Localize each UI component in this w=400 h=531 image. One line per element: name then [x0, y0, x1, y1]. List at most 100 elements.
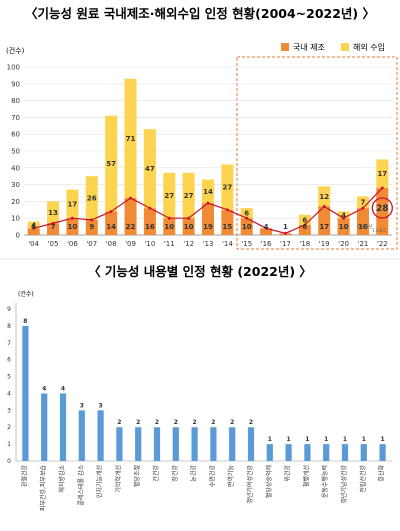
data-label-import: 17	[377, 170, 387, 178]
data-label-import: 14	[203, 188, 213, 196]
bar-import	[105, 115, 118, 212]
trend-point	[264, 226, 268, 230]
trend-point	[148, 206, 152, 210]
data-label-import: 47	[145, 165, 155, 173]
data-label-domestic: 14	[106, 223, 116, 231]
bar-value-label: 2	[230, 419, 234, 426]
bar-value-label: 2	[174, 419, 178, 426]
bottom-y-tick-label: 7	[7, 340, 11, 347]
bottom-category-label: 갱년기여성건강	[246, 465, 254, 504]
trend-point	[51, 221, 55, 225]
legend-label-domestic: 국내 제조	[293, 43, 325, 52]
bar-function	[210, 427, 217, 461]
top-y-tick-label: 80	[11, 97, 20, 105]
bottom-chart-title: 〈 기능성 내용별 인정 현황 (2022년) 〉	[88, 264, 312, 279]
trend-point	[225, 208, 229, 212]
bottom-category-label: 관절건강	[20, 465, 28, 488]
bottom-category-label: 수면건강	[208, 465, 216, 488]
data-label-domestic: 9	[89, 223, 94, 231]
bottom-category-label: 피부건강,피부보습	[39, 465, 47, 512]
bar-value-label: 3	[80, 402, 84, 409]
data-label-domestic: 10	[242, 223, 252, 231]
bar-function	[323, 444, 330, 461]
trend-point	[361, 206, 365, 210]
bottom-chart-category-labels: 관절건강 피부건강,피부보습 체지방감소 콜레스테롤 감소 인지기능개선 기억력개선 혈당조…	[20, 465, 385, 512]
legend-swatch-domestic	[281, 43, 289, 51]
data-label-domestic: 7	[51, 223, 56, 231]
bar-domestic	[260, 228, 273, 235]
data-label-domestic: 6	[302, 223, 307, 231]
bar-import	[298, 214, 311, 225]
data-label-domestic: 10	[164, 223, 174, 231]
bar-domestic	[298, 224, 311, 235]
bar-function	[172, 427, 179, 461]
top-x-tick-label: '04	[28, 240, 39, 248]
bottom-y-tick-label: 9	[7, 306, 11, 313]
top-x-tick-label: '08	[106, 240, 117, 248]
bottom-category-label: 면역기능	[227, 465, 235, 488]
data-label-domestic: 16	[358, 223, 368, 231]
bar-import	[182, 172, 195, 219]
bar-domestic	[337, 218, 350, 235]
bar-domestic	[105, 211, 118, 235]
bar-function	[247, 427, 255, 461]
data-label-import: 4	[31, 221, 36, 229]
trend-point	[167, 216, 171, 220]
trend-point	[245, 216, 249, 220]
data-label-import: 27	[164, 192, 174, 200]
top-y-tick-label: 10	[11, 215, 20, 223]
bottom-category-label: 기억력개선	[114, 465, 122, 493]
top-x-tick-label: '21	[358, 240, 369, 248]
bar-domestic	[182, 218, 195, 235]
top-x-tick-label: '15	[241, 240, 252, 248]
bar-import	[376, 159, 389, 188]
data-label-import: 13	[48, 209, 58, 217]
data-label-domestic: 4	[264, 223, 269, 231]
bottom-y-tick-label: 0	[7, 458, 11, 465]
top-x-tick-label: '14	[222, 240, 233, 248]
top-y-tick-label: 0	[16, 232, 20, 240]
bar-function	[379, 444, 386, 461]
bottom-chart-axes: 0 1 2 3 4 5 6 7 8 9	[7, 303, 392, 465]
bar-import	[163, 172, 176, 219]
bottom-category-label: 간건강	[152, 465, 160, 482]
data-label-domestic: 22	[126, 223, 136, 231]
bottom-y-tick-label: 2	[7, 424, 11, 431]
bar-value-label: 2	[117, 419, 121, 426]
data-label-domestic: 1	[283, 223, 288, 231]
data-label-domestic: 10	[184, 223, 194, 231]
bottom-category-label: 위건강	[284, 465, 292, 482]
legend-label-import: 해외 수입	[353, 42, 385, 52]
bottom-y-tick-label: 8	[7, 323, 11, 330]
bar-import	[66, 189, 79, 219]
bar-function	[135, 427, 142, 461]
top-x-tick-label: '09	[125, 240, 136, 248]
bottom-y-tick-label: 4	[7, 390, 11, 397]
bar-value-label: 1	[287, 436, 291, 443]
bar-function	[153, 427, 161, 461]
bar-value-label: 4	[42, 385, 46, 392]
bar-value-label: 3	[99, 402, 103, 409]
top-x-tick-label: '16	[261, 240, 272, 248]
bar-function	[266, 444, 273, 461]
top-y-tick-label: 40	[11, 164, 20, 172]
bottom-category-label: 갱년기남성건강	[340, 465, 348, 504]
top-y-tick-label: 90	[11, 80, 20, 88]
bottom-category-label: 항산화	[378, 465, 386, 482]
trend-point	[206, 201, 210, 205]
bar-value-label: 1	[381, 436, 385, 443]
bar-value-label: 1	[268, 436, 272, 443]
bar-domestic	[356, 208, 369, 235]
bottom-y-tick-label: 6	[7, 357, 11, 364]
bar-function	[22, 325, 29, 461]
trend-point	[303, 223, 307, 227]
bottom-chart-bars: 8 4 4 3 3 2 2 2 2 2 2 2 2 1 1 1 1 1 1 1	[22, 318, 386, 461]
bar-import	[85, 176, 98, 220]
annotation-2021: 2021년	[357, 223, 373, 230]
top-x-tick-label: '13	[203, 240, 214, 248]
data-label-domestic: 4	[31, 223, 36, 231]
bar-import	[356, 196, 369, 209]
data-label-import: 4	[341, 211, 346, 219]
data-label-import: 6	[244, 210, 249, 218]
